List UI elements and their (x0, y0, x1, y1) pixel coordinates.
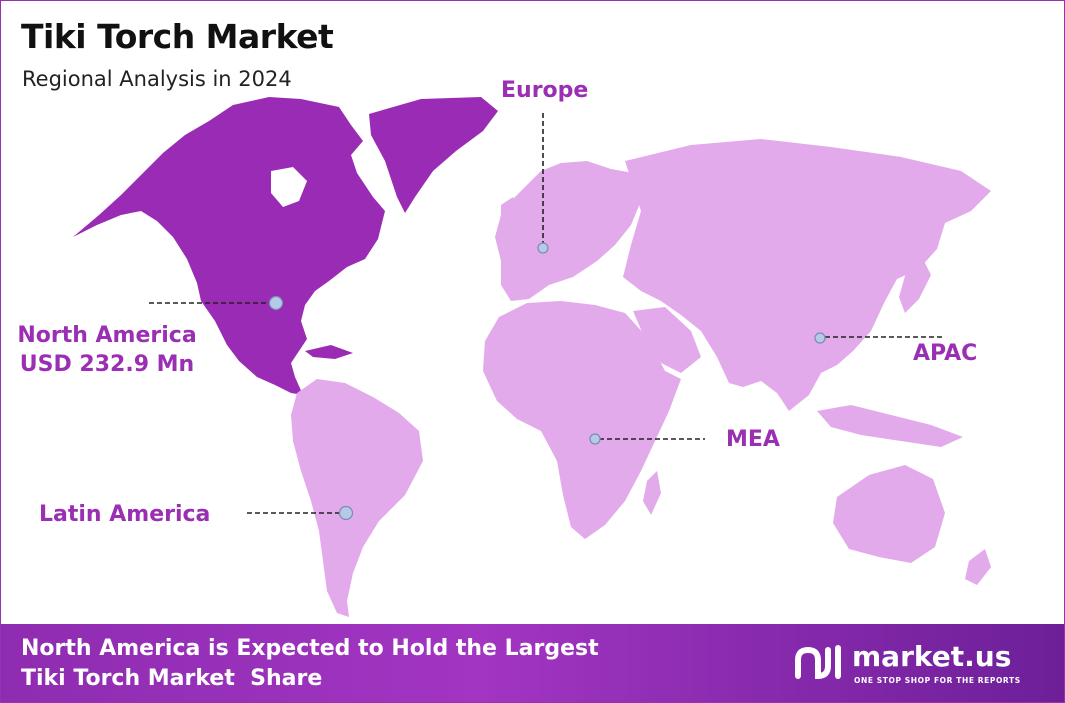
latin-america-shape (291, 379, 423, 617)
europe-label: Europe (501, 78, 589, 103)
uk-shape (501, 197, 519, 233)
madagascar-shape (643, 471, 661, 515)
latin-america-label: Latin America (39, 502, 211, 527)
asia-shape (623, 139, 991, 411)
page-subtitle: Regional Analysis in 2024 (22, 67, 292, 91)
brand-name: market.us (852, 640, 1012, 673)
north-america-shape (73, 97, 385, 395)
footer-line-2: Tiki Torch Market Share (21, 666, 323, 691)
hudson-bay-shape (271, 167, 307, 207)
latin-america-marker (338, 505, 354, 521)
footer-line-1: North America is Expected to Hold the La… (21, 636, 599, 661)
africa-shape (483, 301, 681, 539)
brand-logo: market.us ONE STOP SHOP FOR THE REPORTS (794, 640, 1044, 690)
australia-shape (833, 465, 945, 563)
brand-tagline: ONE STOP SHOP FOR THE REPORTS (854, 676, 1021, 685)
new-zealand-shape (965, 549, 991, 585)
north-america-name: North America (17, 323, 197, 348)
japan-shape (899, 255, 931, 313)
north-america-label: North America USD 232.9 Mn (13, 321, 201, 379)
caribbean-shape (305, 345, 353, 359)
footer-text: North America is Expected to Hold the La… (21, 634, 661, 694)
north-america-value: USD 232.9 Mn (19, 352, 195, 377)
greenland-shape (369, 97, 498, 213)
apac-marker (814, 332, 826, 344)
market-us-logo-icon (795, 645, 841, 680)
europe-shape (495, 161, 641, 301)
world-map (73, 97, 991, 617)
mea-marker (589, 433, 601, 445)
europe-marker (537, 242, 549, 254)
apac-label: APAC (913, 341, 978, 366)
footer-banner: North America is Expected to Hold the La… (1, 624, 1064, 702)
se-asia-islands-shape (817, 405, 963, 447)
mea-label: MEA (726, 427, 780, 452)
arabia-shape (633, 307, 701, 373)
page-title: Tiki Torch Market (21, 17, 334, 56)
north-america-marker (268, 295, 284, 311)
